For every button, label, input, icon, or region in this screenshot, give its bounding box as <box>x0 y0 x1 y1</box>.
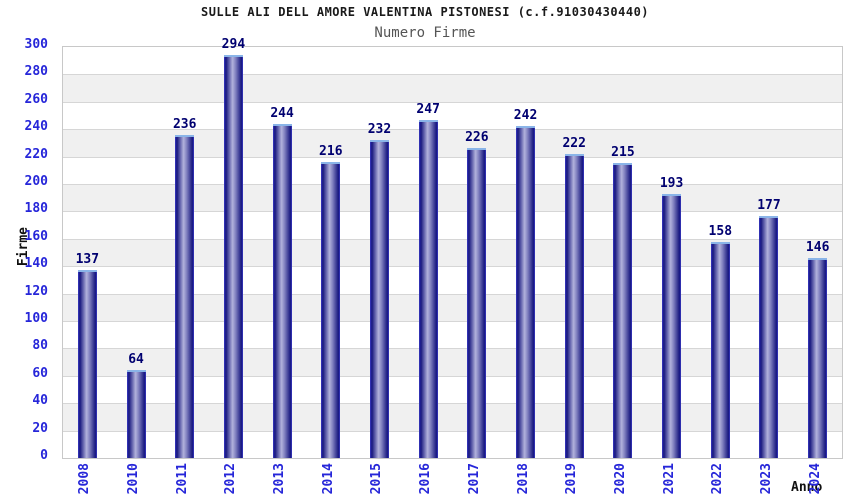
y-tick-label: 40 <box>32 393 48 409</box>
x-tick-label: 2023 <box>758 463 774 495</box>
gridline <box>63 211 842 213</box>
bar <box>759 215 779 458</box>
x-tick-label: 2021 <box>661 463 677 495</box>
x-tick-label: 2008 <box>77 463 93 495</box>
x-tick-label: 2012 <box>223 463 239 495</box>
bar <box>613 163 633 458</box>
bar-value-label: 177 <box>757 197 781 213</box>
bar-value-label: 244 <box>270 105 294 121</box>
bar-value-label: 222 <box>562 135 586 151</box>
x-tick-label: 2011 <box>174 463 190 495</box>
x-tick-label: 2017 <box>466 463 482 495</box>
gridline <box>63 266 842 268</box>
x-tick-label: 2013 <box>272 463 288 495</box>
bar <box>467 148 487 458</box>
plot-band <box>63 74 842 102</box>
gridline <box>63 403 842 405</box>
bar <box>272 123 292 458</box>
y-tick-label: 100 <box>24 311 48 326</box>
y-tick-label: 120 <box>24 283 48 299</box>
x-axis-label: Anno <box>791 480 823 495</box>
bar-value-label: 294 <box>221 37 246 53</box>
y-tick-label: 80 <box>32 338 48 354</box>
bar-value-label: 146 <box>805 239 830 255</box>
x-tick-label: 2024 <box>807 463 823 495</box>
bar-value-label: 242 <box>513 108 538 124</box>
gridline <box>63 74 842 76</box>
bar <box>662 193 682 458</box>
bar <box>418 119 438 458</box>
bar-value-label: 193 <box>659 175 684 191</box>
y-tick-label: 140 <box>24 256 48 272</box>
gridline <box>63 101 842 103</box>
bar-value-label: 226 <box>465 130 489 146</box>
gridline <box>63 321 842 322</box>
y-tick-label: 60 <box>32 365 48 381</box>
bar-value-label: 158 <box>708 223 733 239</box>
bar-value-label: 236 <box>172 116 197 132</box>
x-tick-label: 2019 <box>564 463 580 495</box>
y-tick-label: 260 <box>24 91 48 107</box>
gridline <box>63 348 842 350</box>
gridline <box>63 156 842 158</box>
chart-subtitle: Numero Firme <box>374 25 476 41</box>
x-tick-label: 2016 <box>418 463 434 495</box>
gridline <box>63 129 842 131</box>
bar <box>710 241 730 458</box>
bar-value-label: 215 <box>611 145 635 161</box>
chart-title: SULLE ALI DELL AMORE VALENTINA PISTONESI… <box>200 5 650 19</box>
bar <box>126 370 146 458</box>
y-tick-label: 240 <box>24 119 48 135</box>
bar-value-label: 216 <box>319 144 343 160</box>
y-tick-label: 0 <box>40 448 48 463</box>
x-tick-label: 2014 <box>320 463 336 495</box>
bar <box>808 257 828 458</box>
y-tick-label: 20 <box>32 420 48 436</box>
x-tick-label: 2022 <box>710 463 726 495</box>
bar <box>77 270 97 458</box>
plot-area: 137 64 236 294 244 216 232 247 226 242 222 215 193 15… <box>62 37 843 459</box>
gridline <box>63 293 842 295</box>
y-tick-label: 300 <box>24 37 48 52</box>
y-tick-label: 280 <box>24 64 48 80</box>
x-tick-label: 2010 <box>126 463 142 495</box>
y-tick-label: 180 <box>24 201 48 217</box>
x-tick-label: 2018 <box>515 463 531 495</box>
bar-value-label: 232 <box>367 122 392 138</box>
bar-value-label: 64 <box>128 352 144 368</box>
gridline <box>63 184 842 185</box>
bar <box>516 126 536 458</box>
gridline <box>63 375 842 377</box>
y-tick-label: 220 <box>24 146 48 162</box>
gridline <box>63 430 842 432</box>
y-tick-label: 200 <box>24 174 48 189</box>
bar <box>175 134 195 458</box>
x-tick-label: 2020 <box>612 463 628 495</box>
x-tick-label: 2015 <box>369 463 385 495</box>
bar <box>564 153 584 458</box>
bar <box>223 55 243 458</box>
bar-value-label: 247 <box>416 101 440 117</box>
bar-value-label: 137 <box>75 252 100 268</box>
y-tick-label: 160 <box>24 228 48 244</box>
bar <box>321 162 341 458</box>
gridline <box>63 238 842 240</box>
bar <box>369 140 389 458</box>
